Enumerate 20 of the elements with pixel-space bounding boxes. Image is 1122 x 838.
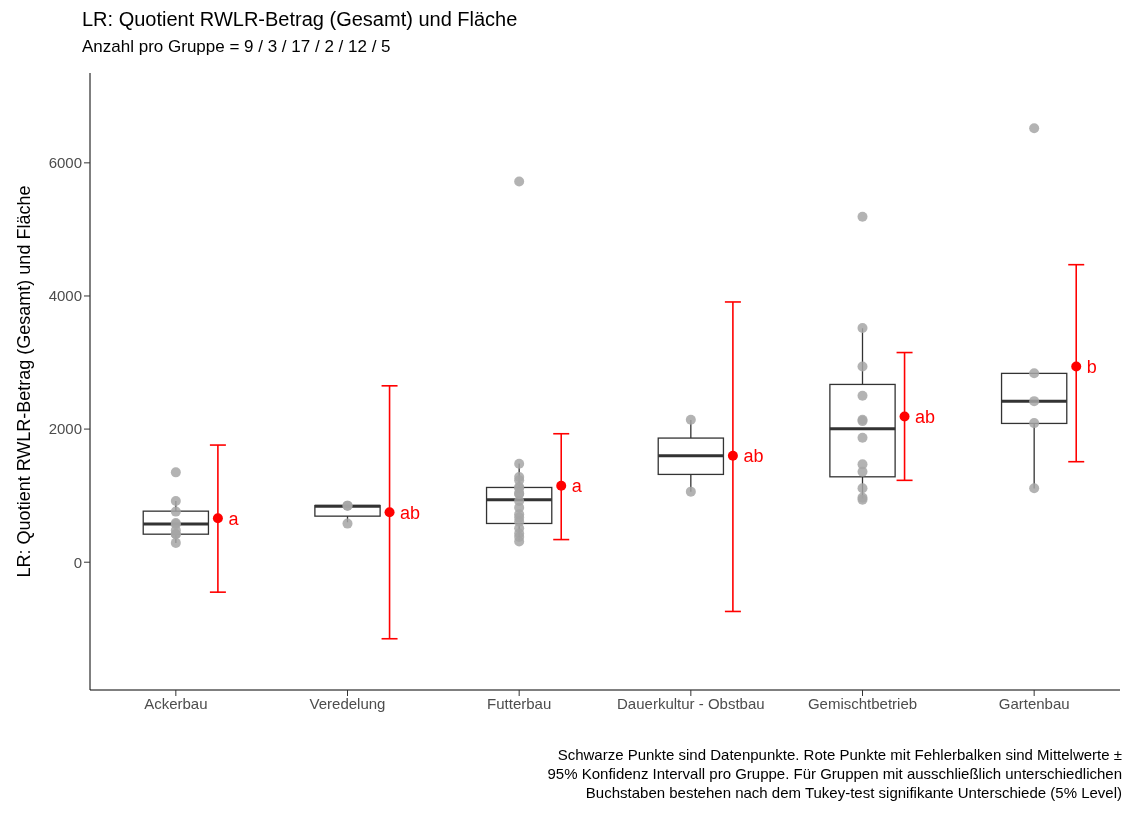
- x-tick-label: Dauerkultur - Obstbau: [617, 694, 765, 712]
- y-axis-title: LR: Quotient RWLR-Betrag (Gesamt) und Fläche: [14, 185, 35, 578]
- data-label: ab: [915, 406, 936, 427]
- x-tick-label: Gartenbau: [998, 694, 1070, 712]
- y-tick-label: 2000: [48, 420, 82, 438]
- y-tick-label: 0: [73, 553, 82, 571]
- y-tick-label: 6000: [48, 154, 82, 172]
- chart-subtitle: Anzahl pro Gruppe = 9 / 3 / 17 / 2 / 12 / 5: [82, 37, 392, 57]
- text: Schwarze Punkte sind Datenpunkte. Rote Punkte mit Fehlerbalken sind Mittelwerte ± 95% Konfidenz Intervall pro Gruppe. Für Gruppen mit ausschließlich unterschiedlichen Buchstaben bestehen nach dem Tukey-test signifikante Unterschiede (5% Level): [546, 745, 1122, 802]
- chart-title: LR: Quotient RWLR-Betrag (Gesamt) und Fläche: [82, 8, 519, 31]
- x-tick-label: Gemischtbetrieb: [807, 694, 918, 712]
- data-label: a: [228, 508, 240, 529]
- data-label: a: [571, 476, 583, 497]
- data-label: ab: [743, 446, 764, 467]
- data-label: ab: [400, 502, 421, 523]
- x-tick-label: Ackerbau: [144, 694, 208, 712]
- x-tick-label: Veredelung: [309, 694, 386, 712]
- x-tick-label: Futterbau: [487, 694, 552, 712]
- y-tick-label: 4000: [48, 287, 82, 305]
- data-label: b: [1086, 356, 1097, 377]
